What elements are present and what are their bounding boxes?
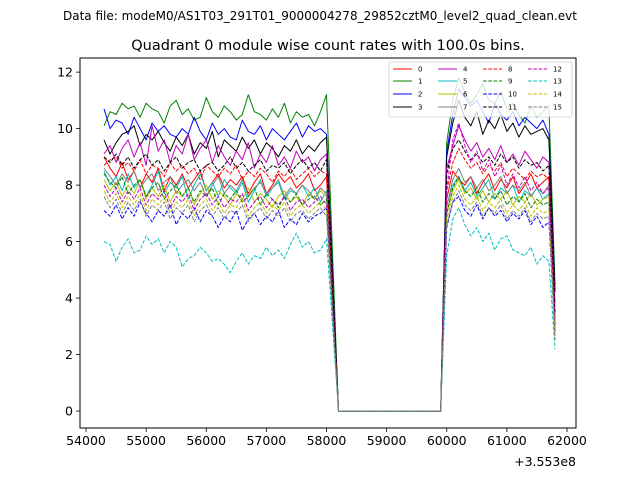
legend-label-7: 7 — [463, 104, 467, 112]
series-line-4 — [103, 125, 556, 412]
series-line-12 — [103, 122, 556, 412]
x-tick-label: 59000 — [367, 433, 407, 448]
legend-label-8: 8 — [508, 66, 512, 74]
axes-layer — [79, 57, 577, 429]
x-tick-label: 62000 — [547, 433, 587, 448]
series-line-11 — [103, 139, 556, 412]
legend-label-13: 13 — [553, 78, 562, 86]
legend-label-6: 6 — [463, 91, 468, 99]
axes-frame — [79, 57, 577, 429]
series-line-10 — [103, 195, 556, 412]
y-tick-label: 12 — [57, 65, 73, 80]
legend-box — [388, 61, 573, 118]
x-tick-label: 58000 — [307, 433, 347, 448]
series-line-0 — [103, 156, 556, 412]
y-tick-label: 10 — [57, 121, 73, 136]
series-line-8 — [103, 147, 556, 412]
legend-label-2: 2 — [418, 91, 422, 99]
legend-label-0: 0 — [418, 66, 422, 74]
x-tick-label: 54000 — [66, 433, 106, 448]
series-line-9 — [103, 173, 556, 412]
series-line-13 — [103, 207, 556, 412]
series-line-6 — [103, 179, 556, 412]
x-tick-label: 56000 — [186, 433, 226, 448]
legend-label-4: 4 — [463, 66, 468, 74]
x-tick-label: 60000 — [427, 433, 467, 448]
chart-title: Quadrant 0 module wise count rates with … — [131, 38, 525, 54]
legend-label-14: 14 — [553, 91, 562, 99]
legend-label-3: 3 — [418, 104, 422, 112]
x-offset-label: +3.553e8 — [514, 454, 576, 469]
x-tick-label: 55000 — [126, 433, 166, 448]
legend-label-15: 15 — [553, 104, 562, 112]
y-tick-label: 2 — [65, 347, 73, 362]
x-tick-label: 57000 — [246, 433, 286, 448]
y-tick-label: 8 — [65, 178, 73, 193]
y-tick-label: 4 — [65, 291, 73, 306]
x-tick-label: 61000 — [487, 433, 527, 448]
legend-label-10: 10 — [508, 91, 517, 99]
legend-label-5: 5 — [463, 78, 467, 86]
series-line-3 — [103, 99, 556, 412]
legend-label-9: 9 — [508, 78, 512, 86]
legend-label-12: 12 — [553, 66, 562, 74]
y-tick-label: 6 — [65, 234, 73, 249]
series-line-7 — [103, 167, 556, 412]
suptitle: Data file: modeM0/AS1T03_291T01_90000042… — [63, 9, 577, 23]
y-axis: 0 2 4 6 8 10 12 — [57, 65, 80, 419]
series-layer — [103, 77, 556, 412]
legend-label-11: 11 — [508, 104, 517, 112]
legend-label-1: 1 — [418, 78, 422, 86]
series-line-15 — [103, 190, 556, 412]
y-tick-label: 0 — [65, 404, 73, 419]
x-axis: 54000 55000 56000 57000 58000 59000 60000 61000… — [66, 428, 587, 448]
